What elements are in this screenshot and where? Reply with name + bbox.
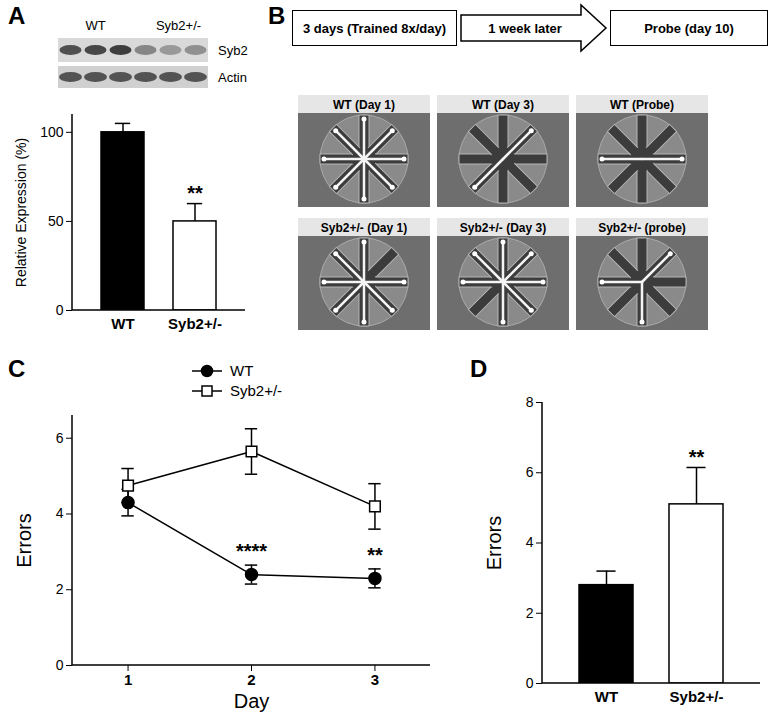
svg-text:Syb2: Syb2 <box>218 43 248 58</box>
svg-text:4: 4 <box>56 505 64 521</box>
html-text:Probe (day 10): Probe (day 10) <box>644 20 734 36</box>
html-text:Syb2+/-: Syb2+/- <box>230 382 283 399</box>
svg-text:2: 2 <box>56 581 64 597</box>
svg-text:Day: Day <box>234 690 270 712</box>
svg-text:Relative Expression (%): Relative Expression (%) <box>13 138 29 287</box>
svg-text:1 week later: 1 week later <box>488 21 562 36</box>
svg-text:100: 100 <box>40 124 64 140</box>
svg-text:50: 50 <box>48 213 64 229</box>
svg-text:WT: WT <box>595 688 618 705</box>
svg-text:Syb2+/- (probe): Syb2+/- (probe) <box>598 221 686 235</box>
svg-text:**: ** <box>367 544 383 566</box>
svg-text:Actin: Actin <box>218 70 247 85</box>
svg-text:6: 6 <box>526 464 534 480</box>
svg-text:WT: WT <box>111 315 134 332</box>
html-text:WT: WT <box>230 362 254 379</box>
svg-text:2: 2 <box>247 671 255 688</box>
svg-text:0: 0 <box>56 657 64 673</box>
svg-text:Syb2+/- (Day 3): Syb2+/- (Day 3) <box>460 221 546 235</box>
svg-text:****: **** <box>236 540 267 562</box>
svg-text:WT (Day 3): WT (Day 3) <box>472 98 534 112</box>
svg-text:4: 4 <box>526 534 534 550</box>
svg-text:Errors: Errors <box>483 516 505 570</box>
svg-text:Syb2+/- (Day 1): Syb2+/- (Day 1) <box>321 221 407 235</box>
html-text:3 days (Trained 8x/day): 3 days (Trained 8x/day) <box>303 20 446 36</box>
svg-text:**: ** <box>689 446 705 468</box>
svg-text:WT (Probe): WT (Probe) <box>610 98 674 112</box>
svg-text:WT (Day 1): WT (Day 1) <box>333 98 395 112</box>
svg-text:WT: WT <box>85 18 105 33</box>
html-text:D: D <box>470 355 488 382</box>
svg-text:0: 0 <box>56 302 64 318</box>
svg-text:6: 6 <box>56 430 64 446</box>
svg-text:8: 8 <box>526 394 534 410</box>
svg-text:1: 1 <box>124 671 132 688</box>
svg-text:2: 2 <box>526 605 534 621</box>
svg-text:Syb2+/-: Syb2+/- <box>670 688 724 705</box>
svg-text:Errors: Errors <box>13 513 35 567</box>
svg-text:3: 3 <box>371 671 379 688</box>
svg-text:Syb2+/-: Syb2+/- <box>156 18 201 33</box>
html-text:C: C <box>8 355 26 382</box>
svg-text:**: ** <box>187 182 203 204</box>
html-text:A: A <box>8 2 26 29</box>
html-text:B: B <box>268 2 286 29</box>
svg-text:Syb2+/-: Syb2+/- <box>168 315 222 332</box>
svg-text:0: 0 <box>526 675 534 691</box>
